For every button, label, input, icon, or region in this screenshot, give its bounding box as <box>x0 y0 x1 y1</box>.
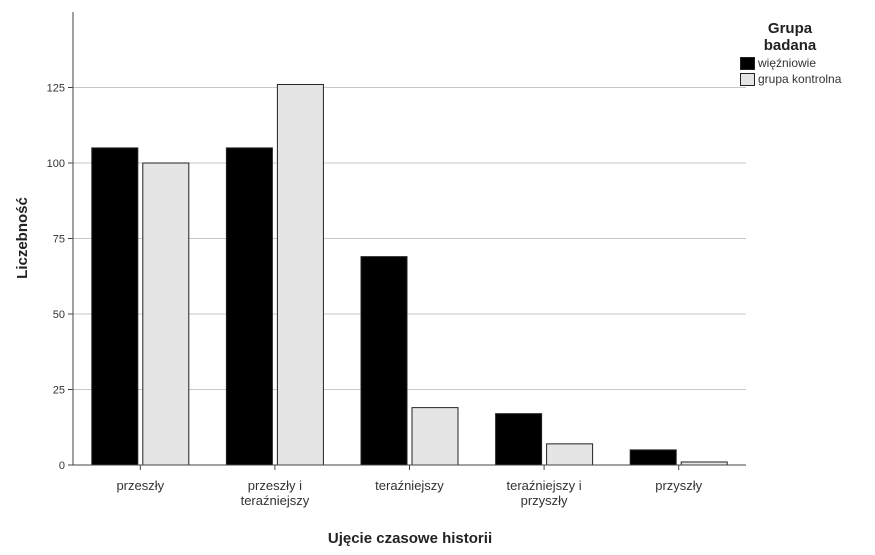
legend-title: Grupa badana <box>763 20 817 54</box>
x-tick-label: teraźniejszy <box>375 478 444 493</box>
bar <box>360 256 408 466</box>
y-tick-label: 25 <box>53 385 65 397</box>
legend: Grupa badana więźniowie grupa kontrolna <box>740 20 870 86</box>
legend-label-series-2: grupa kontrolna <box>758 72 842 86</box>
y-tick-label: 50 <box>53 309 65 321</box>
bar <box>91 147 139 466</box>
legend-item-series-1: więźniowie <box>740 56 870 70</box>
bar <box>225 147 273 466</box>
x-tick-label: przyszły <box>655 478 702 493</box>
bar <box>495 413 543 466</box>
bar <box>142 162 190 466</box>
legend-swatch-series-2 <box>740 72 755 86</box>
legend-label-series-1: więźniowie <box>758 56 817 70</box>
bar <box>276 83 324 466</box>
y-axis-label: Liczebność <box>14 197 31 279</box>
legend-item-series-2: grupa kontrolna <box>740 72 870 86</box>
y-tick-label: 0 <box>59 460 65 472</box>
y-tick-label: 100 <box>47 158 65 170</box>
x-tick-label: przeszły i teraźniejszy <box>241 478 310 508</box>
bars <box>91 83 728 466</box>
bar <box>411 407 459 466</box>
x-tick-label: przeszły <box>116 478 164 493</box>
x-axis-label: Ujęcie czasowe historii <box>328 530 492 547</box>
legend-swatch-series-1 <box>740 56 755 70</box>
y-tick-label: 125 <box>47 83 65 95</box>
x-tick-label: teraźniejszy i przyszły <box>507 478 582 508</box>
y-tick-label: 75 <box>53 234 65 246</box>
bar <box>629 449 677 466</box>
x-tick-labels: przeszły przeszły i teraźniejszy teraźniejs… <box>116 465 703 508</box>
bar <box>546 443 594 466</box>
y-tick-labels: 0 25 50 75 100 125 <box>47 83 73 472</box>
